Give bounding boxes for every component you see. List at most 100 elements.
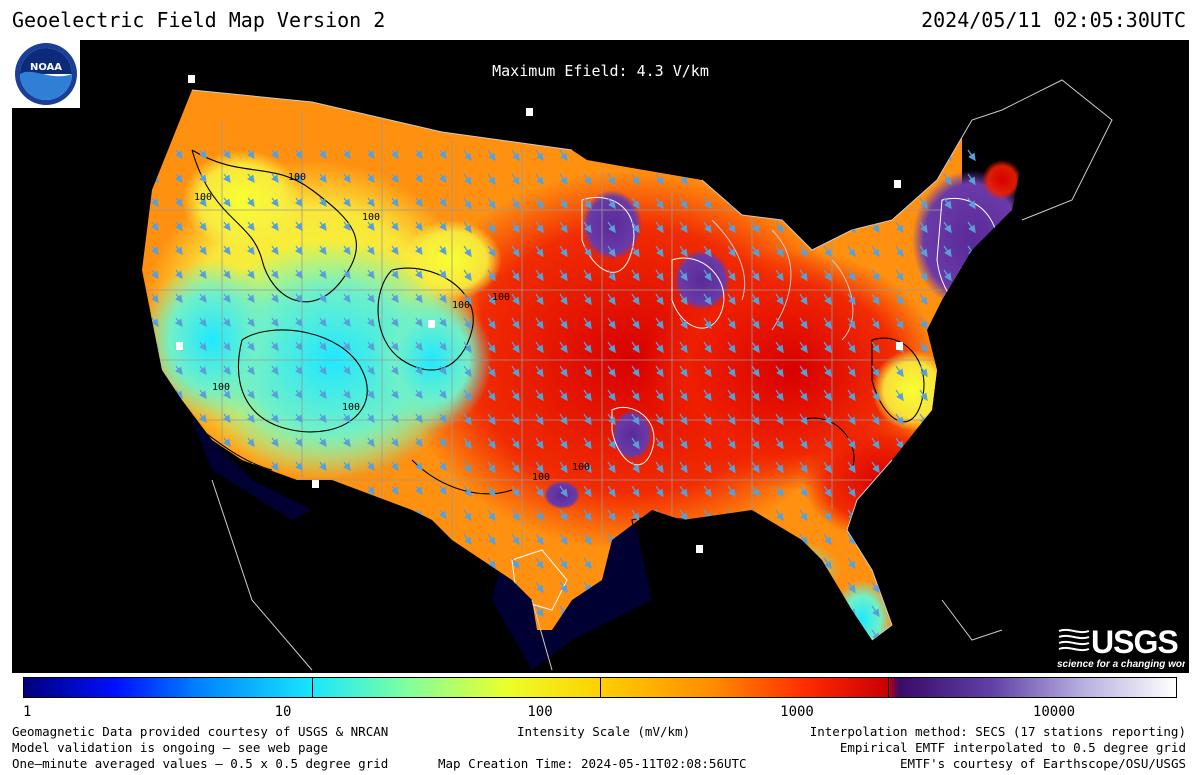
field-vector [655, 317, 664, 330]
field-vector [727, 389, 736, 402]
field-vector [727, 293, 736, 306]
field-vector [318, 437, 327, 448]
field-vector [438, 341, 447, 352]
field-vector [198, 413, 207, 424]
field-vector [342, 245, 351, 256]
field-vector [799, 629, 808, 640]
field-vector [463, 245, 472, 258]
field-vector [246, 437, 255, 448]
field-vector [559, 365, 568, 378]
station-marker [894, 180, 901, 188]
field-vector [943, 461, 952, 474]
field-vector [438, 173, 447, 184]
field-vector [294, 317, 303, 328]
field-vector [823, 509, 832, 522]
field-vector [751, 149, 760, 162]
field-vector [679, 557, 688, 570]
field-vector [150, 221, 159, 232]
field-vector [294, 245, 303, 256]
field-vector [751, 629, 760, 640]
field-vector [631, 245, 640, 258]
field-vector [535, 509, 544, 522]
field-vector [775, 557, 784, 570]
field-vector [318, 293, 327, 304]
field-vector [390, 413, 399, 424]
field-vector [559, 317, 568, 330]
intensity-colorbar [23, 677, 1177, 698]
field-vector [871, 485, 880, 498]
field-vector [727, 437, 736, 450]
field-vector [799, 245, 808, 258]
field-vector [463, 509, 472, 522]
field-vector [342, 365, 351, 376]
field-vector [847, 485, 856, 498]
field-vector [871, 149, 880, 162]
field-vector [174, 509, 183, 520]
field-vector [342, 149, 351, 160]
field-vector [943, 245, 952, 258]
field-vector [487, 557, 496, 570]
field-vector [943, 533, 952, 546]
field-vector [607, 317, 616, 330]
field-vector [511, 341, 520, 354]
field-vector [150, 365, 159, 376]
field-vector [727, 413, 736, 426]
field-vector [174, 173, 183, 184]
field-vector [342, 485, 351, 496]
field-vector [799, 437, 808, 450]
field-vector [463, 389, 472, 402]
field-vector [438, 365, 447, 376]
field-vector [583, 461, 592, 474]
field-vector [150, 389, 159, 400]
field-vector [294, 485, 303, 496]
field-vector [967, 605, 976, 618]
field-vector [318, 581, 327, 592]
field-vector [487, 173, 496, 186]
contour-label: 100 [172, 412, 190, 423]
field-vector [559, 269, 568, 282]
field-vector [150, 509, 159, 520]
field-vector [487, 317, 496, 330]
field-vector [679, 221, 688, 234]
field-vector [487, 245, 496, 258]
field-vector [871, 389, 880, 402]
field-vector [535, 365, 544, 378]
field-vector [150, 269, 159, 280]
field-vector [751, 437, 760, 450]
field-vector [967, 269, 976, 282]
field-vector [847, 149, 856, 162]
field-vector [535, 317, 544, 330]
footer-line: One–minute averaged values – 0.5 x 0.5 d… [12, 756, 389, 771]
field-vector [487, 413, 496, 426]
field-vector [463, 413, 472, 426]
contour-label: 100 [572, 462, 590, 473]
field-vector [583, 557, 592, 570]
field-vector [414, 533, 423, 544]
field-vector [775, 293, 784, 306]
field-vector [174, 221, 183, 232]
field-vector [222, 605, 231, 616]
field-vector [799, 149, 808, 162]
field-vector [655, 629, 664, 640]
field-vector [943, 317, 952, 330]
field-vector [246, 389, 255, 400]
field-vector [703, 533, 712, 546]
field-vector [511, 149, 520, 162]
field-vector [703, 605, 712, 618]
field-vector [198, 317, 207, 328]
field-vector [294, 149, 303, 160]
field-vector [535, 221, 544, 234]
field-vector [463, 365, 472, 378]
field-vector [727, 461, 736, 474]
field-vector [270, 341, 279, 352]
field-vector [655, 485, 664, 498]
field-vector [487, 605, 496, 618]
field-vector [727, 173, 736, 186]
field-vector [270, 293, 279, 304]
field-vector [463, 149, 472, 162]
field-vector [967, 413, 976, 426]
field-vector [270, 557, 279, 568]
field-vector [727, 245, 736, 258]
field-vector [366, 485, 375, 496]
field-vector [631, 269, 640, 282]
